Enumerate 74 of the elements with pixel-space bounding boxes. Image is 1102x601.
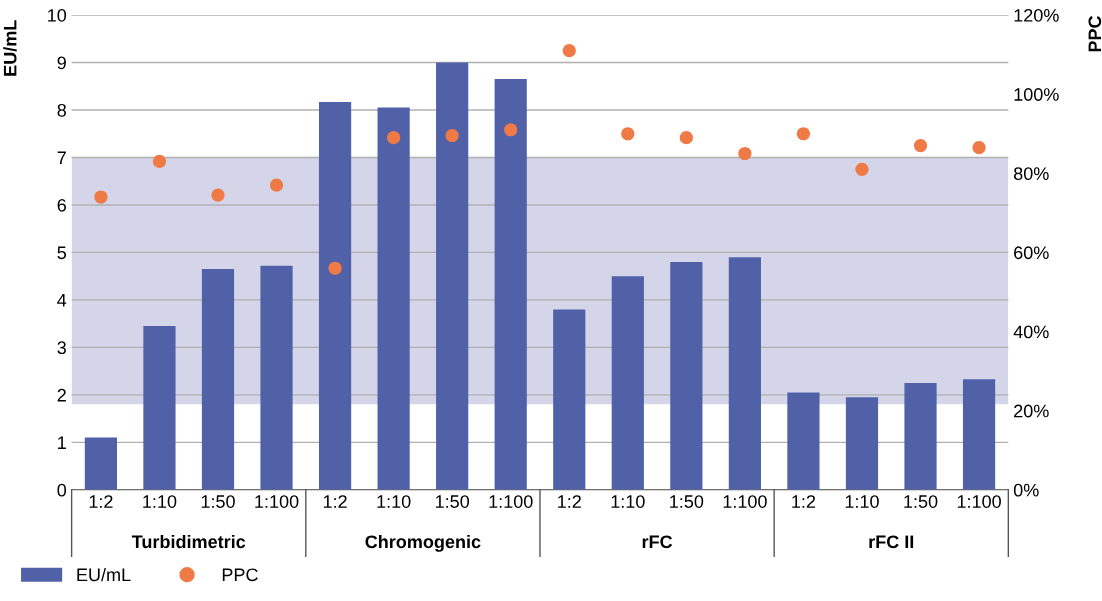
bar bbox=[494, 79, 527, 490]
point bbox=[445, 129, 459, 143]
x-tick-label: 1:50 bbox=[201, 495, 235, 508]
y-tick-label: 3 bbox=[57, 341, 66, 355]
bar bbox=[377, 107, 410, 490]
bar bbox=[143, 326, 176, 490]
y2-tick-label: 40% bbox=[1013, 325, 1049, 339]
y-tick-label: 8 bbox=[57, 103, 66, 117]
point bbox=[328, 261, 342, 275]
y2-tick-label: 60% bbox=[1014, 246, 1049, 260]
bar bbox=[84, 437, 117, 490]
x-tick-label: 1:10 bbox=[377, 495, 411, 508]
y-tick-label: 4 bbox=[57, 294, 67, 307]
bar bbox=[787, 392, 820, 490]
y-tick-label: 5 bbox=[57, 246, 67, 260]
point bbox=[796, 127, 811, 141]
bar bbox=[611, 276, 644, 490]
y-tick-label: 1 bbox=[58, 436, 66, 449]
bar bbox=[436, 62, 469, 490]
point bbox=[152, 154, 167, 169]
text: Turbidimetric bbox=[131, 534, 246, 549]
point bbox=[855, 162, 869, 176]
y2-tick-label: 80% bbox=[1013, 167, 1049, 181]
point bbox=[913, 139, 928, 153]
y-axis-title: EU/mL bbox=[3, 20, 17, 76]
bar bbox=[318, 101, 352, 490]
bar bbox=[201, 269, 235, 490]
text: Chromogenic bbox=[365, 534, 481, 552]
x-tick-label: 1:2 bbox=[792, 495, 816, 508]
y2-tick-label: 20% bbox=[1014, 404, 1049, 418]
x-tick-label: 1:2 bbox=[558, 495, 581, 508]
y2-tick-label: 0% bbox=[1013, 483, 1039, 497]
y-tick-label: 6 bbox=[57, 198, 66, 212]
x-tick-label: 1:2 bbox=[323, 495, 347, 508]
bar bbox=[670, 261, 703, 490]
x-tick-label: 1:2 bbox=[89, 495, 113, 508]
y-tick-label: 10 bbox=[48, 8, 67, 22]
bar bbox=[728, 257, 761, 490]
x-tick-label: 1:100 bbox=[489, 495, 533, 508]
bar bbox=[904, 382, 937, 490]
y-tick-label: 0 bbox=[57, 483, 67, 497]
point bbox=[738, 146, 752, 161]
legend-label: PPC bbox=[222, 568, 258, 582]
bar bbox=[260, 265, 293, 490]
bar bbox=[962, 379, 996, 490]
point bbox=[387, 131, 401, 145]
point bbox=[94, 190, 108, 204]
y2-tick-label: 120% bbox=[1014, 8, 1059, 22]
point bbox=[562, 44, 576, 58]
x-tick-label: 1:10 bbox=[845, 495, 879, 508]
x-tick-label: 1:100 bbox=[957, 495, 1001, 508]
x-tick-label: 1:50 bbox=[904, 495, 938, 508]
x-tick-label: 1:100 bbox=[255, 495, 299, 508]
y2-axis-title: PPC bbox=[1088, 15, 1102, 52]
text: rFC bbox=[642, 535, 673, 549]
point bbox=[504, 123, 518, 137]
bar bbox=[553, 309, 586, 490]
x-tick-label: 1:10 bbox=[143, 495, 177, 508]
y-tick-label: 9 bbox=[57, 56, 66, 70]
y-tick-label: 7 bbox=[57, 151, 66, 164]
point bbox=[621, 127, 635, 141]
x-tick-label: 1:100 bbox=[723, 495, 767, 508]
text: rFC II bbox=[869, 535, 914, 549]
x-tick-label: 1:50 bbox=[435, 495, 470, 508]
point bbox=[211, 188, 225, 202]
point bbox=[679, 131, 693, 145]
y2-tick-label: 100% bbox=[1014, 88, 1059, 101]
x-tick-label: 1:10 bbox=[611, 495, 645, 508]
y-tick-label: 2 bbox=[57, 388, 66, 402]
point bbox=[269, 178, 284, 192]
legend-label: EU/mL bbox=[77, 567, 131, 582]
x-tick-label: 1:50 bbox=[670, 495, 704, 508]
bar bbox=[845, 397, 879, 490]
point bbox=[972, 140, 986, 155]
